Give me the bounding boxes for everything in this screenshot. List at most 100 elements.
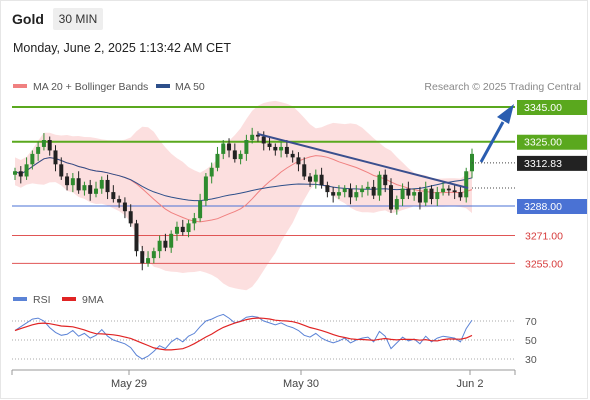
candle-body [342,188,347,193]
datetime-label: Monday, June 2, 2025 1:13:42 AM CET [13,41,231,55]
credit-label: Research © 2025 Trading Central [424,81,581,93]
candle-body [435,192,440,200]
candle-body [209,167,214,177]
ma50-line [14,157,473,202]
candle-body [348,188,353,198]
rsi-level-label-30: 30 [525,354,537,366]
candle-body [313,174,318,182]
x-tick-label: Jun 2 [457,378,484,390]
candle-body [122,202,127,212]
candle-body [13,171,17,175]
candle-body [198,200,203,219]
candle-body [146,258,151,264]
rsi-legend-swatch [13,297,27,301]
x-tick-label: May 30 [283,378,319,390]
candle-body [406,188,411,196]
candle-body [273,146,278,151]
last-price-label: 3312.83 [524,158,562,170]
candle-body [36,146,41,154]
candle-body [383,174,388,186]
bollinger-legend-label: MA 20 + Bollinger Bands [33,81,148,93]
rsi-level-label-50: 50 [525,335,537,347]
candle-body [128,211,133,224]
ma9-legend-swatch [62,297,76,301]
level-label-3255.00: 3255.00 [525,258,563,270]
last-price-badge [517,155,587,171]
candle-body [412,192,417,196]
candle-body [319,174,324,186]
ma50-legend-swatch [156,84,170,88]
projection-arrow-shaft [479,121,505,163]
candle-body [377,174,382,196]
candle-body [88,185,93,194]
candle-body [354,192,359,198]
candle-body [232,150,237,160]
candle-body [336,192,341,196]
candle-body [429,188,434,200]
candle-body [238,153,243,160]
candle-body [452,190,457,193]
candle-body [417,192,422,203]
x-tick-label: May 29 [111,378,147,390]
candle-body [151,251,156,259]
candle-body [59,164,64,177]
candle-body [279,146,284,151]
candle-body [99,179,104,189]
candle-body [163,240,168,248]
trend-line [257,133,469,189]
level-badge-3325.00 [517,134,587,150]
candle-body [70,178,75,186]
candle-body [250,134,255,140]
candle-body [93,188,98,194]
candle-body [308,176,313,182]
candle-body [360,188,365,193]
candle-body [244,140,249,154]
bollinger-band-area [15,100,472,291]
candle-body [76,178,81,191]
candle-body [117,199,122,203]
candle-body [284,146,289,154]
timeframe-badge[interactable]: 30 MIN [53,8,103,30]
candle-body [296,157,301,165]
rsi-line [14,313,473,360]
candle-body [169,233,174,248]
ma9-legend-label: 9MA [82,294,104,306]
candle-body [30,153,35,165]
candle-body [174,226,179,234]
candle-body [365,186,370,189]
level-label-3288.00: 3288.00 [524,201,562,213]
candle-body [134,223,139,252]
candle-body [394,199,399,210]
level-badge-3345.00 [517,100,587,115]
chart-frame [0,37,588,399]
candle-body [221,143,226,154]
level-badge-3288.00 [517,199,587,214]
candle-body [302,164,307,177]
candle-body [18,171,23,177]
candle-body [82,185,87,191]
rsi-legend-label: RSI [33,294,51,306]
rsi-level-label-70: 70 [525,316,537,328]
candle-body [24,164,29,177]
candle-body [389,185,394,210]
candle-body [41,140,46,147]
candle-body [192,218,197,224]
candle-body [140,251,145,264]
ma50-legend-label: MA 50 [175,81,205,93]
candle-body [464,171,469,198]
rsi-ma9-line [14,317,473,351]
candle-body [441,188,446,193]
candle-body [215,153,220,168]
candle-body [290,153,295,158]
level-label-3271.00: 3271.00 [525,231,563,243]
candle-body [53,150,58,165]
candle-body [371,186,376,196]
projection-arrow-head [497,104,514,124]
candle-body [331,192,336,196]
candle-body [186,223,191,233]
candle-body [180,226,185,233]
candle-body [325,185,330,193]
candle-body [267,143,272,147]
candle-body [47,140,52,151]
